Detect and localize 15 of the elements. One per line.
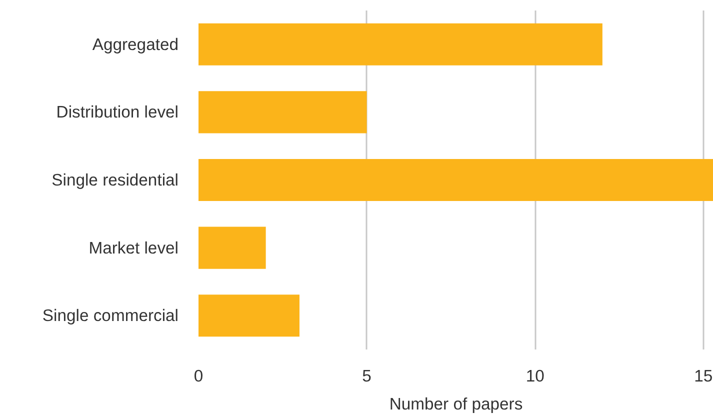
bar: [198, 91, 367, 134]
y-tick-label: Aggregated: [92, 34, 179, 54]
y-tick-label: Market level: [88, 238, 179, 258]
x-tick-label: 15: [694, 366, 713, 386]
bar: [198, 226, 266, 269]
y-tick-label: Distribution level: [56, 102, 179, 122]
x-tick-label: 5: [362, 366, 372, 386]
bar: [198, 158, 713, 202]
y-tick-label: Single residential: [52, 170, 179, 190]
bar: [198, 294, 300, 337]
x-tick-label: 0: [194, 366, 204, 386]
x-axis-title: Number of papers: [389, 394, 523, 414]
y-tick-label: Single commercial: [42, 306, 179, 326]
x-tick-label: 10: [526, 366, 544, 386]
bar: [198, 23, 602, 66]
